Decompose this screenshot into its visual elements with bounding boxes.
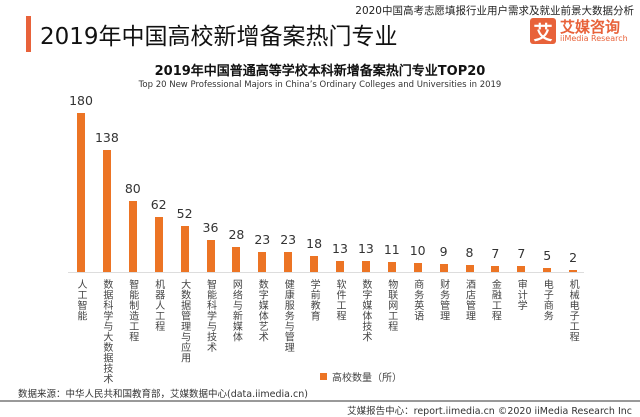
category-label: 物联网工程 [385,279,397,332]
bar [569,270,578,272]
bar [206,240,215,272]
page-title: 2019年中国高校新增备案热门专业 [40,24,398,50]
category-label: 酒店管理 [463,279,475,321]
data-label: 23 [254,231,271,247]
bar [77,113,85,272]
category-label: 金融工程 [489,279,501,321]
bar [543,267,552,272]
data-label: 52 [176,206,193,222]
bar [361,260,370,272]
legend: 高校数量（所） [320,369,402,384]
data-label: 80 [124,181,141,197]
category-label: 智能科学与技术 [204,279,216,353]
bar [465,264,474,272]
bar [258,251,267,272]
category-label: 学前教育 [308,279,320,321]
category-label: 大数据管理与应用 [178,279,190,363]
bar [387,262,396,272]
category-label: 电子商务 [541,279,553,321]
data-label: 36 [202,220,219,236]
footer-divider [0,400,640,402]
category-label: 数据科学与大数据技术 [100,279,112,384]
copyright: 艾媒报告中心：report.iimedia.cn ©2020 iiMedia R… [347,406,632,417]
bar [336,260,344,272]
category-label: 智能制造工程 [126,279,138,342]
data-label: 2 [569,250,578,266]
data-label: 10 [409,243,426,259]
category-label: 健康服务与管理 [282,279,294,353]
category-label: 人工智能 [75,279,86,321]
bar [517,265,526,272]
report-title: 2020中国高考志愿填报行业用户需求及就业前景大数据分析 [355,5,634,17]
category-label: 审计学 [515,279,527,311]
legend-label: 高校数量（所） [332,373,402,384]
x-axis [68,272,584,273]
bar [154,217,163,272]
data-label: 138 [94,130,119,146]
data-label: 180 [69,93,93,108]
category-label: 网络与新媒体 [230,279,242,342]
logo-en: iiMedia Research [560,33,628,43]
data-label: 9 [439,244,448,260]
chart-title: 2019年中国普通高等学校本科新增备案热门专业TOP20 [154,64,486,79]
bar [439,264,448,272]
bar [310,256,319,272]
data-label: 13 [332,240,348,256]
bar [128,201,137,272]
data-label: 13 [357,240,374,256]
data-label: 7 [517,245,526,261]
bar [102,150,111,272]
bar [232,247,241,272]
bar [284,251,293,272]
data-label: 8 [465,244,474,260]
logo-mark: 艾 [530,18,556,44]
category-label: 机械电子工程 [567,279,579,342]
bar [413,263,422,272]
category-label: 机器人工程 [152,279,164,332]
data-label: 11 [383,242,400,258]
data-label: 7 [491,245,500,261]
logo-cn: 艾媒咨询 [560,17,621,36]
data-label: 28 [228,227,245,243]
data-label: 5 [543,247,552,263]
category-label: 软件工程 [334,279,345,321]
category-label: 数字媒体技术 [359,279,371,342]
bar [180,226,189,272]
data-label: 18 [306,236,323,252]
data-label: 62 [150,197,167,213]
legend-swatch [320,373,327,380]
category-label: 财务管理 [437,279,449,321]
chart-subtitle: Top 20 New Professional Majors in China’… [138,80,502,90]
data-source: 数据来源：中华人民共和国教育部，艾媒数据中心(data.iimedia.cn) [18,389,308,400]
bar [491,265,500,272]
category-label: 商务英语 [411,279,423,321]
category-label: 数字媒体艺术 [256,279,268,342]
title-accent-bar [26,16,31,52]
logo: 艾 艾媒咨询 iiMedia Research [530,18,628,44]
data-label: 23 [280,231,297,247]
